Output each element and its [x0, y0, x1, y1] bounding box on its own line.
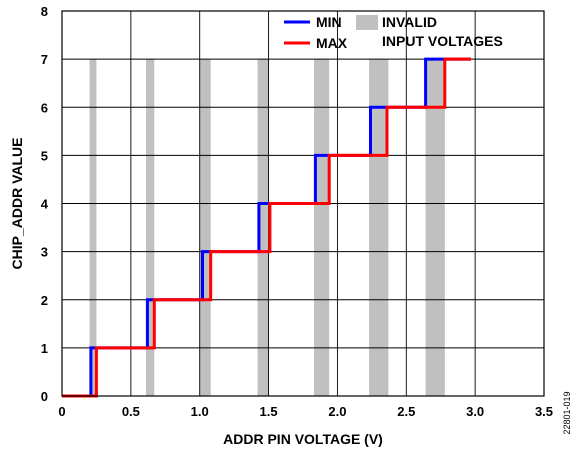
x-tick-label: 3.5 [535, 404, 553, 419]
series-lines [62, 57, 471, 398]
x-axis-label: ADDR PIN VOLTAGE (V) [223, 431, 383, 447]
y-tick-label: 5 [41, 148, 48, 163]
y-axis-label: CHIP_ADDR VALUE [9, 138, 25, 270]
y-tick-label: 6 [41, 100, 48, 115]
invalid-bands [89, 59, 445, 396]
legend: MIN MAX INVALID INPUT VOLTAGES [284, 14, 503, 51]
x-tick-label: 1.0 [191, 404, 209, 419]
legend-label-invalid: INVALID [382, 14, 437, 30]
x-tick-labels: 0 0.5 1.0 1.5 2.0 2.5 3.0 3.5 [58, 404, 553, 419]
invalid-band-5 [369, 59, 389, 396]
y-tick-label: 0 [41, 389, 48, 404]
figure-code: 22801-019 [562, 391, 572, 434]
y-tick-label: 1 [41, 341, 48, 356]
x-tick-label: 2.0 [328, 404, 346, 419]
y-tick-label: 2 [41, 293, 48, 308]
plot-frame [61, 10, 545, 397]
x-tick-label: 2.5 [397, 404, 415, 419]
legend-label-min: MIN [316, 14, 342, 30]
invalid-band-0 [89, 59, 97, 396]
invalid-band-2 [199, 59, 211, 396]
legend-swatch-invalid [356, 15, 378, 30]
x-tick-label: 0.5 [122, 404, 140, 419]
invalid-band-6 [425, 59, 445, 396]
x-tick-label: 3.0 [466, 404, 484, 419]
x-tick-label: 1.5 [260, 404, 278, 419]
legend-label-max: MAX [316, 35, 348, 51]
y-tick-label: 8 [41, 4, 48, 19]
legend-label-input-voltages: INPUT VOLTAGES [382, 33, 503, 49]
series-line-max [62, 57, 471, 398]
invalid-band-1 [146, 59, 155, 396]
invalid-band-3 [257, 59, 269, 396]
y-tick-labels: 0 1 2 3 4 5 6 7 8 [41, 4, 49, 404]
x-tick-label: 0 [58, 404, 65, 419]
y-tick-label: 4 [41, 197, 49, 212]
grid-lines [62, 11, 544, 396]
y-tick-label: 7 [41, 52, 48, 67]
y-tick-label: 3 [41, 245, 48, 260]
invalid-band-4 [314, 59, 330, 396]
